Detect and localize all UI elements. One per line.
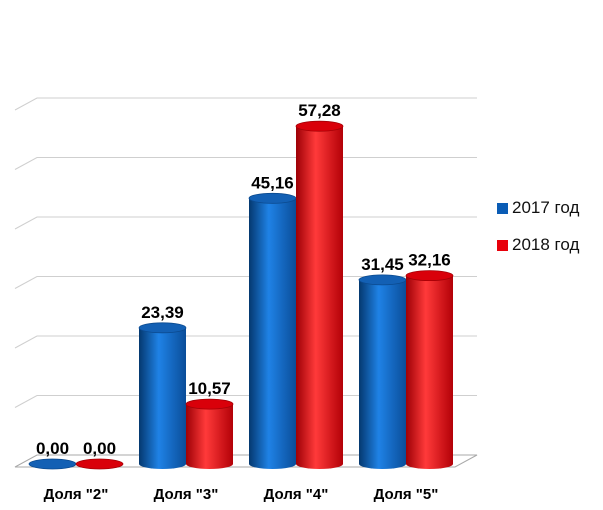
- x-tick-label: Доля "4": [264, 486, 329, 503]
- x-tick-label: Доля "2": [44, 486, 109, 503]
- legend: 2017 год 2018 год: [497, 196, 603, 270]
- data-label: 31,45: [361, 255, 404, 274]
- bar-2018-4: [405, 270, 454, 469]
- data-label: 0,00: [36, 439, 69, 458]
- bar-body: [139, 327, 186, 469]
- bar-body: [359, 279, 406, 469]
- legend-swatch-2017: [497, 202, 508, 214]
- bar-top: [138, 322, 187, 334]
- bar-body: [249, 198, 296, 469]
- data-label: 23,39: [141, 303, 184, 322]
- legend-item-2018: 2018 год: [497, 233, 603, 257]
- gridline: [14, 216, 477, 230]
- bar-top: [358, 274, 407, 286]
- data-label: 57,28: [298, 101, 341, 120]
- legend-label-2018: 2018 год: [512, 235, 580, 254]
- x-tick-label: Доля "3": [154, 486, 219, 503]
- bar-top: [75, 458, 124, 470]
- data-label: 32,16: [408, 251, 451, 270]
- data-labels: 0,00 0,00 23,39 10,57 45,16 57,28 31,45 32,16: [36, 101, 451, 458]
- gridline: [14, 97, 477, 111]
- bar-2017-1: [28, 458, 77, 470]
- bar-2017-3: [248, 192, 297, 469]
- bar-2017-2: [138, 322, 187, 469]
- bar-body: [186, 404, 233, 469]
- bar-top: [405, 270, 454, 282]
- bar-2017-4: [358, 274, 407, 469]
- legend-label-2017: 2017 год: [512, 198, 580, 217]
- bar-top: [185, 398, 234, 410]
- bar-body: [406, 275, 453, 469]
- x-tick-labels: Доля "2" Доля "3" Доля "4" Доля "5": [44, 486, 439, 503]
- bar-2018-1: [75, 458, 124, 470]
- bar-top: [295, 120, 344, 132]
- bar-2018-2: [185, 398, 234, 469]
- legend-item-2017: 2017 год: [497, 196, 603, 220]
- gridline: [14, 157, 477, 170]
- legend-swatch-2018: [497, 239, 508, 251]
- data-label: 45,16: [251, 173, 294, 192]
- bars: [28, 120, 454, 470]
- bar-body: [296, 126, 343, 470]
- x-tick-label: Доля "5": [374, 486, 439, 503]
- data-label: 10,57: [188, 379, 231, 398]
- bar-2018-3: [295, 120, 344, 470]
- bar-top: [28, 458, 77, 470]
- data-label: 0,00: [83, 439, 116, 458]
- bar-top: [248, 192, 297, 204]
